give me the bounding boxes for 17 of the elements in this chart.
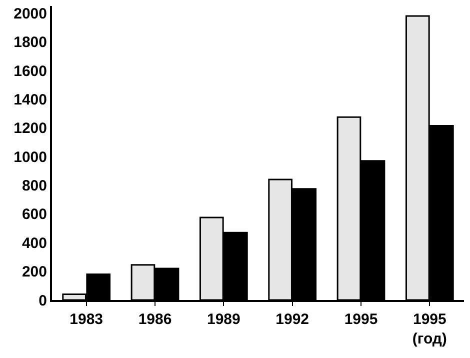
y-tick-label: 1800 [14,34,47,52]
y-tick-label: 1000 [14,148,47,166]
x-tick-label: 1995 (год) [412,311,447,348]
y-tick-label: 600 [22,206,47,224]
y-tick-label: 200 [22,264,47,281]
y-tick-label: 2000 [14,5,47,22]
x-tick-label: 1992 [276,311,310,328]
x-tick-label: 1989 [206,311,240,328]
y-tick-label: 800 [22,178,47,195]
x-tick-label: 1983 [70,311,104,328]
y-tick-label: 400 [22,234,47,252]
y-tick-label: 1200 [14,120,47,138]
y-tick-label: 0 [38,292,47,310]
y-tick-label: 1400 [14,91,47,108]
y-tick-label: 1600 [14,62,47,80]
x-tick-label: 1986 [138,311,172,328]
x-tick-label: 1995 [344,311,378,328]
